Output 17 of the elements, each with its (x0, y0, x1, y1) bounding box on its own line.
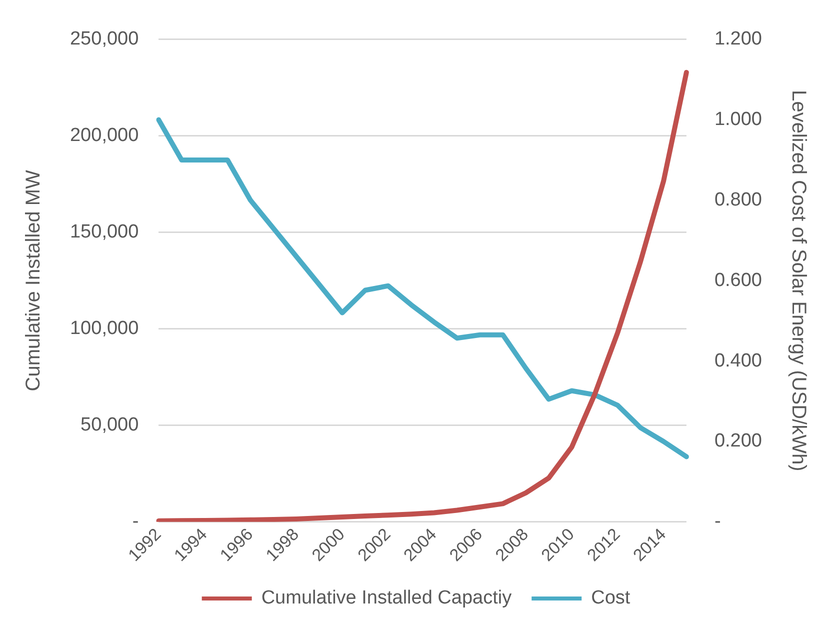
y2-tick-label: - (714, 511, 721, 532)
y-tick-label: 250,000 (70, 28, 139, 50)
y-tick-label: 50,000 (80, 414, 139, 436)
y-axis-title: Cumulative Installed MW (22, 170, 45, 392)
y2-tick-label: 1.000 (714, 109, 762, 130)
y-tick-label: 100,000 (70, 318, 139, 340)
y2-tick-label: 0.400 (714, 350, 762, 372)
legend-label: Cumulative Installed Capactiy (261, 588, 512, 609)
y2-tick-label: 0.200 (714, 430, 762, 452)
y2-tick-label: 1.200 (714, 28, 762, 50)
y-tick-label: - (132, 511, 139, 532)
legend-label: Cost (591, 588, 631, 609)
y-tick-label: 150,000 (70, 222, 139, 243)
y2-tick-label: 0.800 (714, 189, 762, 210)
y-tick-label: 200,000 (70, 125, 139, 146)
y2-tick-label: 0.600 (714, 270, 762, 291)
y2-axis-title: Levelized Cost of Solar Energy (USD/kWh) (787, 90, 810, 472)
